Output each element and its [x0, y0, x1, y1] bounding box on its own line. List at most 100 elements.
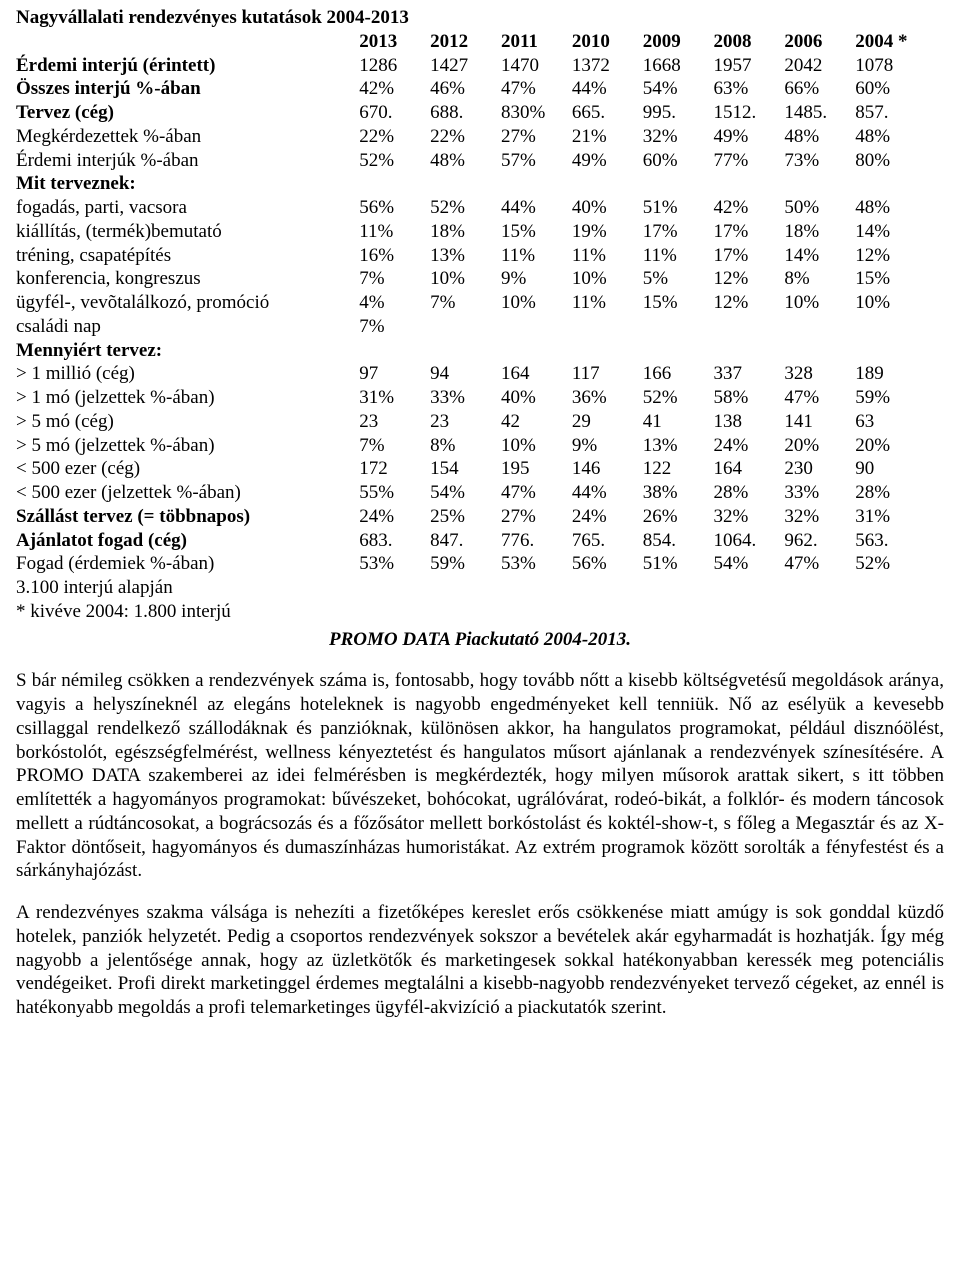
cell: 9%	[572, 434, 643, 458]
cell: 48%	[430, 149, 501, 173]
row-label: kiállítás, (termék)bemutató	[16, 220, 359, 244]
cell: 52%	[430, 196, 501, 220]
cell: 48%	[784, 125, 855, 149]
cell	[430, 600, 501, 624]
cell: 12%	[714, 267, 785, 291]
cell	[714, 600, 785, 624]
table-row: Tervez (cég)670.688.830%665.995.1512.148…	[16, 101, 944, 125]
cell	[501, 339, 572, 363]
cell: 32%	[714, 505, 785, 529]
cell	[784, 576, 855, 600]
cell	[714, 315, 785, 339]
row-label: > 5 mó (cég)	[16, 410, 359, 434]
cell: 20%	[855, 434, 944, 458]
cell: 11%	[501, 244, 572, 268]
row-label: Ajánlatot fogad (cég)	[16, 529, 359, 553]
cell	[359, 339, 430, 363]
cell: 1512.	[714, 101, 785, 125]
cell: 46%	[430, 77, 501, 101]
table-row: Összes interjú %-ában42%46%47%44%54%63%6…	[16, 77, 944, 101]
cell: 688.	[430, 101, 501, 125]
page: Nagyvállalati rendezvényes kutatások 200…	[0, 0, 960, 1050]
cell	[572, 172, 643, 196]
cell: 683.	[359, 529, 430, 553]
cell: 59%	[430, 552, 501, 576]
cell: 1064.	[714, 529, 785, 553]
cell	[430, 172, 501, 196]
cell: 47%	[501, 77, 572, 101]
cell: 27%	[501, 125, 572, 149]
cell: 2042	[784, 54, 855, 78]
cell: 337	[714, 362, 785, 386]
cell: 12%	[855, 244, 944, 268]
cell: 9%	[501, 267, 572, 291]
cell: 28%	[714, 481, 785, 505]
table-row: Mit terveznek:	[16, 172, 944, 196]
cell: 42%	[714, 196, 785, 220]
cell: 90	[855, 457, 944, 481]
cell: 52%	[855, 552, 944, 576]
cell: 857.	[855, 101, 944, 125]
table-row: Érdemi interjúk %-ában52%48%57%49%60%77%…	[16, 149, 944, 173]
table-row: Mennyiért tervez:	[16, 339, 944, 363]
table-year-header: 2013 2012 2011 2010 2009 2008 2006 2004 …	[16, 30, 944, 54]
cell: 328	[784, 362, 855, 386]
cell: 15%	[855, 267, 944, 291]
cell: 146	[572, 457, 643, 481]
year-7: 2004 *	[855, 30, 944, 54]
cell: 776.	[501, 529, 572, 553]
table-row: > 5 mó (jelzettek %-ában)7%8%10%9%13%24%…	[16, 434, 944, 458]
cell: 25%	[430, 505, 501, 529]
row-label: Tervez (cég)	[16, 101, 359, 125]
row-label: > 1 millió (cég)	[16, 362, 359, 386]
cell	[714, 172, 785, 196]
paragraph-2: A rendezvényes szakma válsága is nehezít…	[16, 901, 944, 1020]
table-row: fogadás, parti, vacsora56%52%44%40%51%42…	[16, 196, 944, 220]
cell: 138	[714, 410, 785, 434]
cell: 77%	[714, 149, 785, 173]
cell: 847.	[430, 529, 501, 553]
row-label: Mit terveznek:	[16, 172, 359, 196]
cell: 10%	[784, 291, 855, 315]
cell: 665.	[572, 101, 643, 125]
cell: 14%	[784, 244, 855, 268]
cell: 58%	[714, 386, 785, 410]
cell: 50%	[784, 196, 855, 220]
cell: 17%	[714, 220, 785, 244]
cell	[784, 339, 855, 363]
cell: 33%	[430, 386, 501, 410]
table-row: családi nap7%	[16, 315, 944, 339]
cell	[784, 172, 855, 196]
cell: 55%	[359, 481, 430, 505]
cell	[430, 315, 501, 339]
cell: 63%	[714, 77, 785, 101]
cell: 962.	[784, 529, 855, 553]
cell: 10%	[572, 267, 643, 291]
cell	[714, 576, 785, 600]
year-0: 2013	[359, 30, 430, 54]
cell: 28%	[855, 481, 944, 505]
cell: 49%	[714, 125, 785, 149]
cell: 4%	[359, 291, 430, 315]
cell	[643, 576, 714, 600]
cell	[501, 576, 572, 600]
cell: 11%	[359, 220, 430, 244]
cell: 122	[643, 457, 714, 481]
cell: 230	[784, 457, 855, 481]
cell: 22%	[430, 125, 501, 149]
table-row: Megkérdezettek %-ában22%22%27%21%32%49%4…	[16, 125, 944, 149]
cell: 60%	[855, 77, 944, 101]
cell: 12%	[714, 291, 785, 315]
cell: 24%	[359, 505, 430, 529]
cell: 59%	[855, 386, 944, 410]
cell: 32%	[784, 505, 855, 529]
table-row: > 5 mó (cég)232342294113814163	[16, 410, 944, 434]
cell	[855, 339, 944, 363]
cell: 14%	[855, 220, 944, 244]
cell	[855, 315, 944, 339]
year-3: 2010	[572, 30, 643, 54]
row-label: Mennyiért tervez:	[16, 339, 359, 363]
cell: 44%	[572, 481, 643, 505]
cell: 26%	[643, 505, 714, 529]
cell: 60%	[643, 149, 714, 173]
